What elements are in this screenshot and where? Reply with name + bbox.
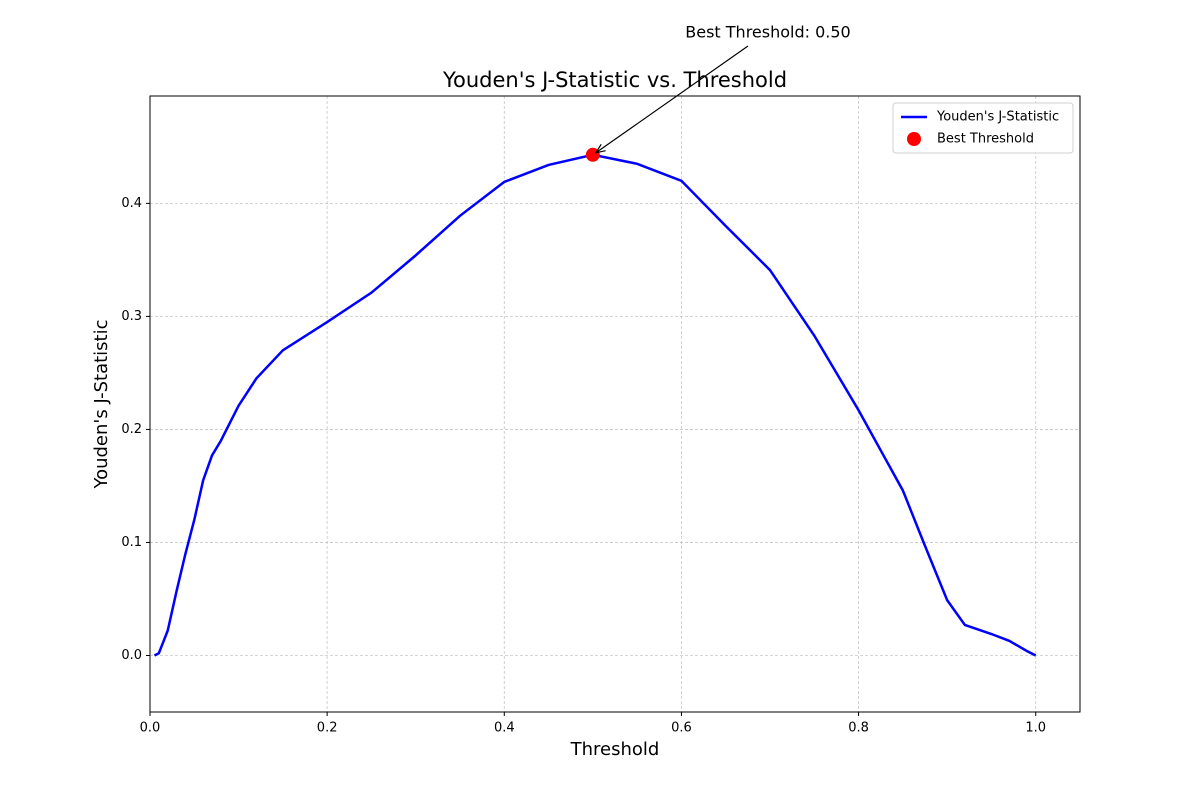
y-tick-label: 0.1 [121, 535, 142, 550]
y-tick-label: 0.0 [121, 648, 142, 663]
y-tick-label: 0.3 [121, 309, 142, 324]
x-tick-label: 0.0 [140, 721, 161, 736]
x-tick-label: 0.6 [671, 721, 692, 736]
y-tick-label: 0.2 [121, 422, 142, 437]
x-tick-label: 0.4 [494, 721, 515, 736]
legend-label: Youden's J-Statistic [936, 110, 1059, 125]
legend-swatch [907, 132, 921, 146]
x-tick-label: 0.8 [848, 721, 869, 736]
chart-title: Youden's J-Statistic vs. Threshold [442, 68, 787, 92]
y-axis-label: Youden's J-Statistic [91, 319, 112, 489]
plot-frame [149, 95, 1081, 713]
annotation-arrow [595, 45, 749, 154]
line-series [153, 153, 1037, 657]
x-axis-label: Threshold [570, 739, 660, 760]
x-tick-label: 1.0 [1025, 721, 1046, 736]
annotation-text: Best Threshold: 0.50 [685, 23, 850, 42]
legend-label: Best Threshold [937, 132, 1034, 147]
legend-box [892, 102, 1074, 154]
x-tick-label: 0.2 [317, 721, 338, 736]
y-tick-label: 0.4 [121, 196, 142, 211]
annotation-arrowhead [594, 143, 606, 154]
